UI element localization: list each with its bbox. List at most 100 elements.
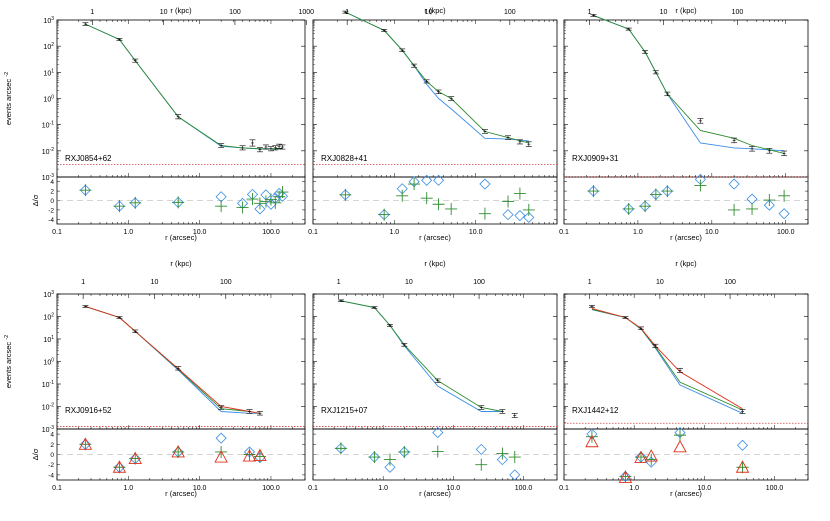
model-line-blue xyxy=(85,305,260,414)
residual-triangle xyxy=(242,449,257,462)
residual-diamond xyxy=(728,178,740,190)
model-line-green xyxy=(340,300,503,412)
y-axis-label: events arcsec -2 xyxy=(4,72,13,125)
residual-plus xyxy=(694,179,707,192)
y-tick-label: 103 xyxy=(43,16,54,25)
kpc-axis-label: r (kpc) xyxy=(675,6,697,15)
residual-diamond xyxy=(509,469,521,481)
y-tick-exponent: -3 xyxy=(50,173,55,179)
residual-plus xyxy=(396,189,409,202)
residual-plus xyxy=(129,196,142,209)
residual-plus xyxy=(334,442,347,455)
model-line-green xyxy=(85,305,260,414)
residual-plus xyxy=(649,188,662,201)
residual-diamond xyxy=(645,456,657,468)
resid-y-tick-label: 4 xyxy=(50,179,54,186)
residual-diamond xyxy=(763,199,775,211)
residual-plus xyxy=(634,451,647,464)
kpc-tick-label: 100 xyxy=(724,279,736,286)
y-tick-label: 10-3 xyxy=(42,425,54,434)
y-axis-label-exponent: -2 xyxy=(4,335,10,340)
residual-plus xyxy=(269,196,282,209)
panel-label: RXJ0909+31 xyxy=(572,154,619,163)
x-axis-label: r (arcsec) xyxy=(165,489,197,498)
kpc-tick-label: 10 xyxy=(656,279,664,286)
kpc-tick-label: 10 xyxy=(425,9,433,16)
model-line-blue xyxy=(340,300,503,412)
panel-rxj1442+12: 0.1 1.0 10.0 100.0 r (arcsec) 1 10 100 r (kpc) RX… xyxy=(559,259,809,498)
y-axis-label-exponent: -2 xyxy=(4,72,10,77)
x-tick-label: 10.0 xyxy=(447,485,461,492)
residual-plus xyxy=(172,445,185,458)
residual-plus xyxy=(736,461,749,474)
x-tick-label: 0.1 xyxy=(52,485,62,492)
panel-rxj0909+31: 0.1 1.0 10.0 100.0 r (arcsec) 1 10 100 r (kpc) RX… xyxy=(559,6,809,242)
resid-y-tick-label: -4 xyxy=(48,472,54,479)
residual-diamond xyxy=(215,432,227,444)
kpc-tick-label: 10 xyxy=(151,279,159,286)
residual-triangle xyxy=(171,445,185,458)
residual-diamond xyxy=(514,209,526,222)
x-tick-label: 100.0 xyxy=(262,485,280,492)
residual-plus xyxy=(778,189,791,202)
residual-triangle xyxy=(618,470,633,483)
residual-triangle xyxy=(634,450,648,464)
residual-triangle xyxy=(78,437,93,450)
kpc-axis-label: r (kpc) xyxy=(675,259,697,268)
residual-plus xyxy=(475,458,488,471)
y-tick-exponent: 2 xyxy=(51,42,54,48)
residual-plus xyxy=(236,201,249,214)
residual-plus xyxy=(378,208,391,221)
residual-triangle xyxy=(214,450,228,463)
model-line-blue xyxy=(85,23,283,150)
residual-diamond xyxy=(254,203,266,215)
y-tick-label: 10-2 xyxy=(42,403,54,412)
model-line-blue xyxy=(345,11,529,142)
x-tick-label: 1.0 xyxy=(378,485,388,492)
residual-plus xyxy=(445,202,458,215)
x-tick-label: 1.0 xyxy=(389,229,399,236)
residual-plus xyxy=(431,445,444,458)
residual-diamond xyxy=(475,443,487,455)
kpc-axis-label: r (kpc) xyxy=(170,259,192,268)
panel-label: RXJ0828+41 xyxy=(321,154,368,163)
y-tick-exponent: -2 xyxy=(50,403,55,409)
x-tick-label: 100.0 xyxy=(766,485,784,492)
kpc-tick-label: 1 xyxy=(588,9,592,16)
residual-plus xyxy=(129,452,142,465)
panel-label: RXJ1442+12 xyxy=(572,406,619,415)
residual-diamond xyxy=(736,439,749,451)
panel-label: RXJ0854+62 xyxy=(65,154,112,163)
x-tick-label: 0.1 xyxy=(559,229,569,236)
y-tick-label: 10-1 xyxy=(42,380,54,389)
residual-triangle xyxy=(112,460,127,473)
panel-label: RXJ1215+07 xyxy=(321,406,368,415)
residual-plus xyxy=(502,195,515,208)
model-line-red xyxy=(85,305,260,414)
x-tick-label: 0.1 xyxy=(308,229,318,236)
residual-triangle xyxy=(644,449,658,462)
y-tick-label: 101 xyxy=(43,335,54,344)
residual-plus xyxy=(674,429,687,442)
residual-plus xyxy=(639,200,652,213)
kpc-axis-label: r (kpc) xyxy=(170,6,192,15)
residual-plus xyxy=(513,187,526,200)
y-tick-exponent: -2 xyxy=(50,147,55,153)
y-tick-label: 100 xyxy=(43,95,54,104)
kpc-tick-label: 1 xyxy=(81,279,85,286)
residual-plus xyxy=(420,192,433,205)
x-tick-label: 1.0 xyxy=(123,229,133,236)
y-tick-label: 103 xyxy=(43,290,54,299)
y-axis-label-text: events arcsec xyxy=(4,77,13,125)
y-axis-label: events arcsec -2 xyxy=(4,335,13,388)
model-line-red xyxy=(591,307,743,410)
y-tick-exponent: 1 xyxy=(51,68,54,74)
residual-triangle xyxy=(735,460,750,473)
residual-diamond xyxy=(496,454,508,466)
residual-plus xyxy=(496,447,509,460)
resid-y-tick-label: 4 xyxy=(50,432,54,439)
